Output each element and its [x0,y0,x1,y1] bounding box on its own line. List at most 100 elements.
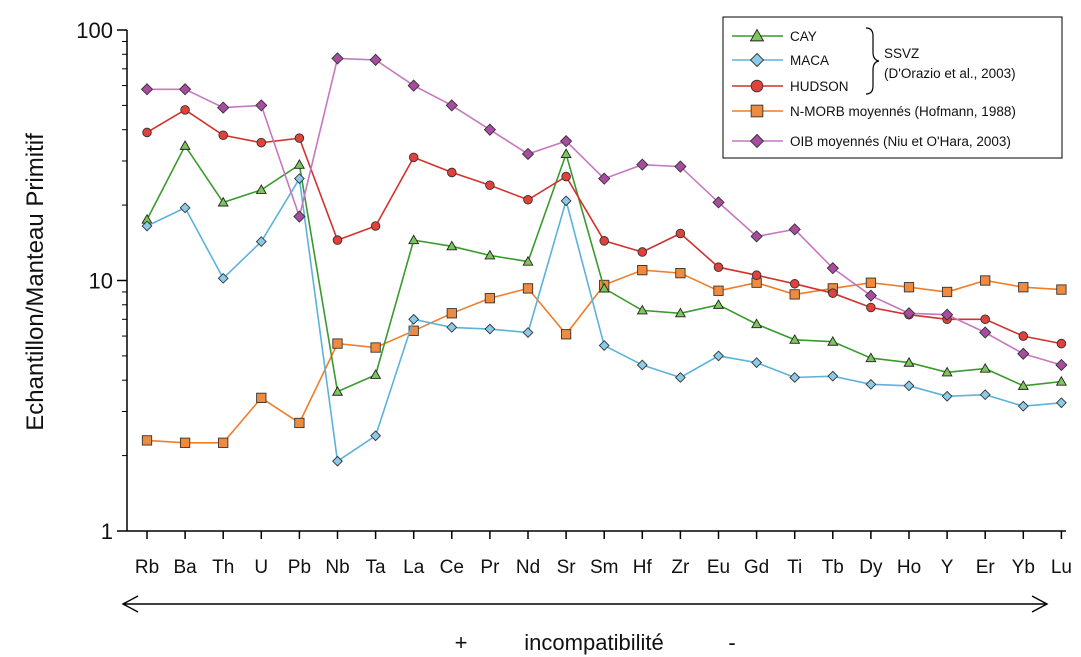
data-point-maca [1017,400,1029,412]
data-point-cay [712,299,725,309]
data-point-cay [979,362,991,373]
plus-sign: + [455,630,468,655]
data-point-cay [522,255,534,266]
x-tick-label-ba: Ba [173,557,197,578]
x-tick-label-zr: Zr [671,557,690,578]
y-tick-label: 1 [101,519,113,544]
x-tick-label-ti: Ti [787,557,802,578]
data-point-oib [1055,358,1068,372]
data-point-oib [369,53,382,66]
data-point-n-morb [218,437,229,448]
data-point-maca [522,327,534,338]
x-tick-label-ce: Ce [440,557,464,578]
arrow-head-right [1031,595,1049,613]
data-point-hudson [256,137,267,148]
data-point-oib [788,223,801,236]
data-point-hudson [561,171,571,182]
data-point-maca [370,430,382,442]
legend-group-ref: (D'Orazio et al., 2003) [884,66,1016,81]
legend-marker [749,28,765,42]
series-maca [141,173,1067,467]
data-point-cay [446,240,458,251]
data-point-maca [217,272,229,284]
data-point-maca [293,173,305,185]
data-point-maca [255,236,267,248]
data-point-cay [179,140,191,150]
x-tick-label-er: Er [976,557,996,578]
data-point-cay [331,385,344,396]
data-point-n-morb [713,285,724,296]
data-point-oib [712,196,725,209]
data-point-n-morb [141,435,153,446]
series-layer [140,52,1068,467]
x-tick-label-u: U [254,557,268,578]
legend-label: CAY [790,29,817,44]
data-point-maca [979,389,991,401]
data-point-hudson [294,133,305,143]
data-point-oib [445,99,458,112]
data-point-maca [827,370,839,382]
x-tick-label-nd: Nd [516,557,540,578]
data-point-hudson [599,236,609,246]
data-point-maca [751,357,763,369]
data-point-hudson [675,228,686,239]
data-point-n-morb [789,289,800,300]
legend: CAY MACA HUDSON N-MORB moyennés (Hofmann, 1… [722,16,1063,159]
legend-label: OIB moyennés (Niu et O'Hara, 2003) [790,134,1011,149]
data-point-maca [941,390,953,402]
data-point-hudson [523,195,533,205]
data-point-n-morb [294,417,305,429]
data-point-oib [217,101,230,114]
y-tick-label: 100 [76,18,113,43]
data-point-n-morb [446,308,457,319]
data-point-hudson [218,130,228,141]
x-tick-label-pb: Pb [288,557,311,578]
data-point-n-morb [179,437,191,448]
data-point-hudson [447,167,457,178]
y-tick-label: 10 [89,269,113,294]
data-point-oib [902,307,916,320]
data-point-oib [674,160,687,173]
data-point-hudson [980,314,990,325]
data-point-oib [1017,347,1030,360]
data-point-hudson [866,302,876,313]
x-tick-label-ta: Ta [366,557,387,578]
data-point-n-morb [941,286,953,298]
legend-box [722,16,1063,159]
data-point-cay [751,318,763,329]
data-point-maca [408,313,420,325]
legend-marker [749,133,765,149]
x-tick-label-ho: Ho [897,557,921,578]
data-point-maca [141,220,153,232]
data-point-oib [598,172,611,185]
data-point-hudson [751,270,762,280]
legend-marker [750,104,764,118]
legend-brace [865,27,880,95]
data-point-oib [979,326,992,339]
data-point-cay [674,307,686,318]
data-point-n-morb [903,282,915,293]
legend-marker [750,79,764,93]
data-point-hudson [637,247,648,257]
x-tick-label-gd: Gd [744,557,769,578]
data-point-maca [179,202,191,214]
data-point-maca [789,372,801,383]
data-point-maca [1055,397,1067,409]
data-point-cay [255,184,267,194]
data-point-maca [713,350,724,362]
x-tick-label-dy: Dy [859,557,883,578]
data-point-maca [903,380,915,392]
x-tick-label-tb: Tb [822,557,844,578]
data-point-oib [864,289,878,302]
data-point-cay [217,196,229,207]
series-oib [140,52,1068,372]
x-tick-label-rb: Rb [135,557,159,578]
bottom-annotation: + incompatibilité - [121,595,1049,655]
data-point-n-morb [256,392,267,403]
data-point-hudson [408,152,419,163]
data-point-n-morb [408,325,419,336]
data-point-oib [407,79,420,92]
data-point-cay [1055,375,1067,386]
data-point-oib [178,83,192,96]
